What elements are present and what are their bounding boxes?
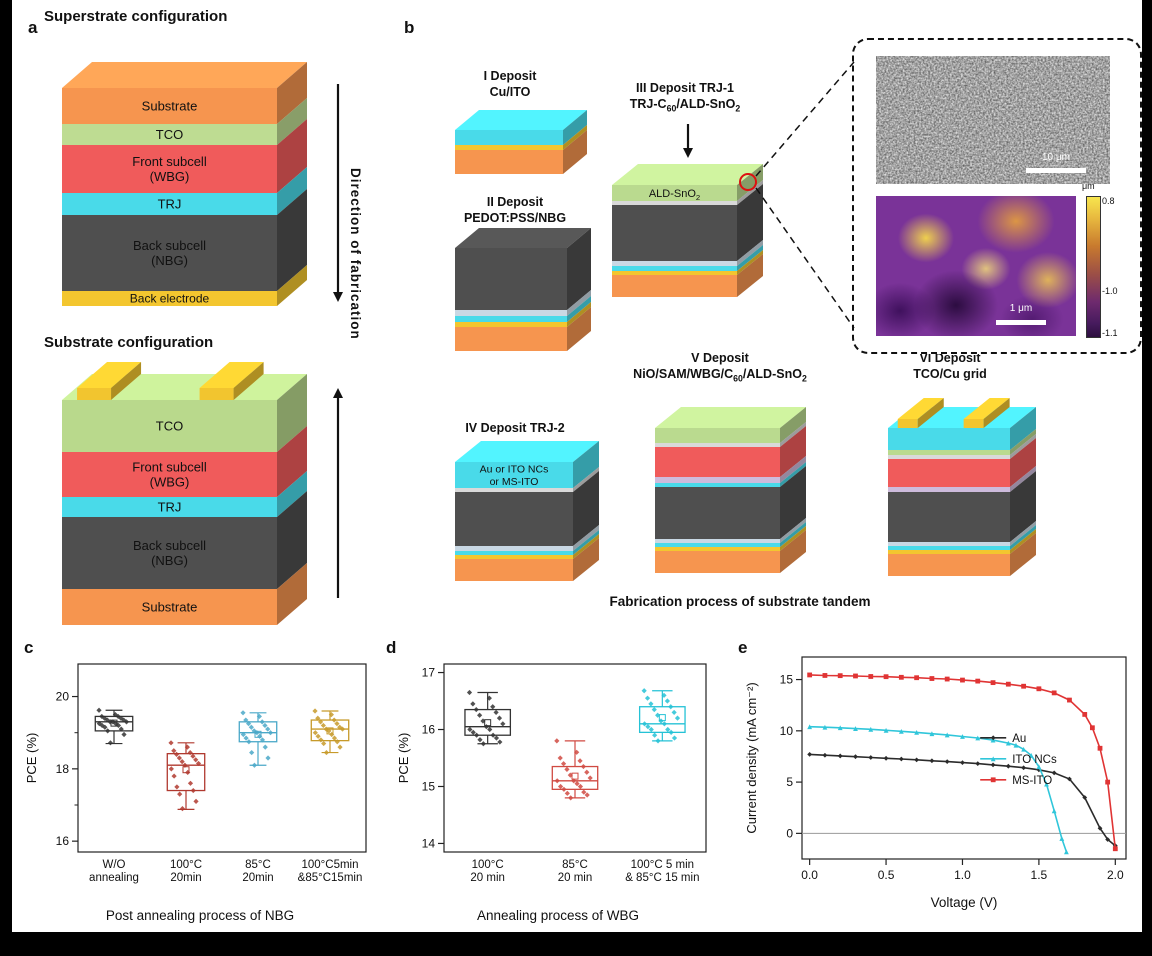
step-4-title: IV Deposit TRJ-2 <box>465 421 565 435</box>
panel-label-e: e <box>738 638 748 657</box>
svg-text:TRJ: TRJ <box>158 500 182 515</box>
frame-bottom <box>0 932 1152 956</box>
svg-text:16: 16 <box>422 723 436 737</box>
svg-text:Voltage (V): Voltage (V) <box>931 895 998 910</box>
direction-of-fabrication-label: Direction of fabrication <box>348 168 363 340</box>
afm-image: 1 μm <box>876 196 1076 336</box>
svg-text:Back subcell(NBG): Back subcell (NBG) <box>133 538 206 568</box>
svg-text:100°C5min&85°C15min: 100°C5min &85°C15min <box>298 859 363 884</box>
svg-text:15: 15 <box>422 779 436 793</box>
svg-text:5: 5 <box>786 775 793 789</box>
step-3-title: III Deposit TRJ-1 TRJ-C60/ALD-SnO2 <box>629 81 741 114</box>
svg-text:Au: Au <box>1012 733 1026 745</box>
panel-label-b: b <box>404 18 415 37</box>
svg-text:Substrate: Substrate <box>142 600 198 615</box>
frame-left <box>0 0 12 956</box>
panel-label-a: a <box>28 18 38 37</box>
svg-text:ITO NCs: ITO NCs <box>1012 754 1057 766</box>
colorbar-tick-mid: -1.0 <box>1102 286 1118 296</box>
panel-label-c: c <box>24 638 34 657</box>
svg-text:20: 20 <box>56 690 70 704</box>
svg-text:10: 10 <box>780 724 794 738</box>
svg-text:PCE (%): PCE (%) <box>24 733 39 784</box>
svg-text:0.0: 0.0 <box>801 868 818 882</box>
svg-text:85°C20 min: 85°C 20 min <box>558 859 593 884</box>
svg-text:15: 15 <box>780 673 794 687</box>
superstrate-title: Superstrate configuration <box>44 8 228 25</box>
svg-text:0: 0 <box>786 826 793 840</box>
svg-text:Back subcell(NBG): Back subcell (NBG) <box>133 238 206 268</box>
colorbar-tick-bottom: -1.1 <box>1102 328 1118 338</box>
colorbar-unit: μm <box>1082 181 1095 191</box>
svg-text:TCO: TCO <box>156 127 183 142</box>
svg-text:TRJ: TRJ <box>158 197 182 212</box>
chart-c-caption: Post annealing process of NBG <box>105 908 295 923</box>
sem-scale-bar <box>1026 168 1086 173</box>
sem-scale-label: 10 μm <box>1042 152 1070 163</box>
svg-text:1.5: 1.5 <box>1031 868 1048 882</box>
svg-text:Front subcell(WBG): Front subcell (WBG) <box>132 460 207 490</box>
svg-text:100°C 5 min& 85°C 15 min: 100°C 5 min & 85°C 15 min <box>625 859 699 884</box>
frame-right <box>1142 0 1152 956</box>
step-1-title: I Deposit Cu/ITO <box>483 69 537 100</box>
panel-b-caption: Fabrication process of substrate tandem <box>609 594 871 609</box>
svg-text:100°C20 min: 100°C 20 min <box>470 859 505 884</box>
afm-colorbar <box>1086 196 1101 338</box>
step-2-title: II Deposit PEDOT:PSS/NBG <box>463 195 567 226</box>
svg-text:ALD-SnO2: ALD-SnO2 <box>649 188 700 202</box>
svg-text:0.5: 0.5 <box>878 868 895 882</box>
svg-text:Current density (mA cm⁻²): Current density (mA cm⁻²) <box>744 682 759 833</box>
step-5-title: V Deposit NiO/SAM/WBG/C60/ALD-SnO2 <box>633 351 807 384</box>
colorbar-tick-top: 0.8 <box>1102 196 1115 206</box>
substrate-title: Substrate configuration <box>44 334 214 351</box>
svg-text:Substrate: Substrate <box>142 99 198 114</box>
svg-text:Front subcell(WBG): Front subcell (WBG) <box>132 154 207 184</box>
svg-text:1.0: 1.0 <box>954 868 971 882</box>
pce-boxplot-nbg: 16 18 20 W/O annealing 100°C 20min 85°C 20min 100… <box>24 663 367 884</box>
afm-scale-bar <box>996 320 1046 325</box>
svg-text:16: 16 <box>56 834 70 848</box>
panel-label-d: d <box>386 638 397 657</box>
chart-d-caption: Annealing process of WBG <box>476 908 640 923</box>
svg-text:MS-ITO: MS-ITO <box>1012 775 1052 787</box>
svg-text:17: 17 <box>422 666 436 680</box>
pce-boxplot-wbg: 14 15 16 17 100°C 20 min 85°C 20 min 100°C 5 min… <box>396 663 707 884</box>
step-6-title: VI Deposit TCO/Cu grid <box>913 351 987 382</box>
jv-curve-chart: 0 5 10 15 0.0 0.5 1.0 1.5 2.0 Au ITO NCs MS-ITO Volt… <box>744 656 1127 910</box>
svg-text:2.0: 2.0 <box>1107 868 1124 882</box>
afm-scale-label: 1 μm <box>1009 303 1033 314</box>
svg-text:PCE (%): PCE (%) <box>396 733 411 784</box>
svg-text:14: 14 <box>422 836 436 850</box>
svg-text:18: 18 <box>56 762 70 776</box>
zoom-inset: 10 μm 1 μm μm 0.8 -1.0 -1.1 <box>852 38 1142 354</box>
svg-text:Back electrode: Back electrode <box>130 292 210 306</box>
sem-image: 10 μm <box>876 56 1110 184</box>
sem-texture <box>876 56 1110 184</box>
svg-text:TCO: TCO <box>156 419 183 434</box>
